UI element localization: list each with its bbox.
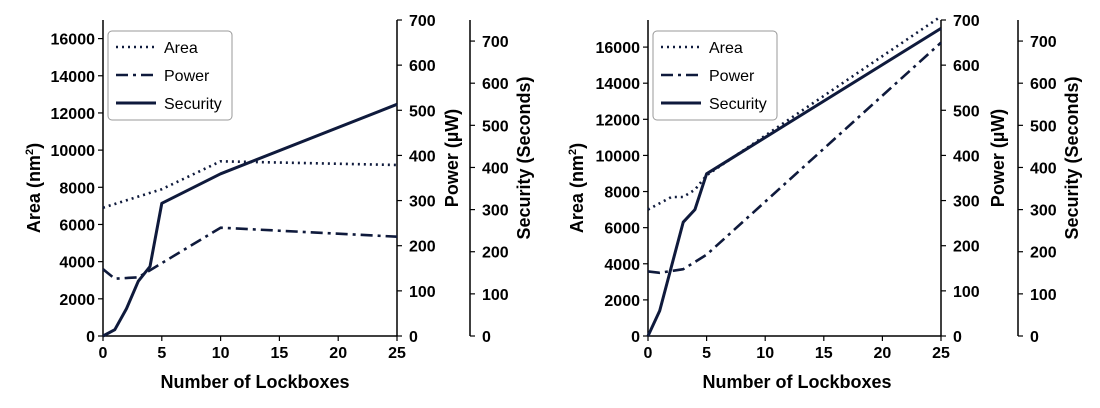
x-tick-label: 10: [756, 345, 774, 362]
y-tick-label-security: 500: [482, 118, 509, 135]
x-axis-label: Number of Lockboxes: [160, 372, 349, 392]
y-axis-label-security: Security (Seconds): [1062, 76, 1082, 239]
y-tick-label-area: 2000: [604, 293, 640, 310]
y-tick-label-area: 6000: [604, 221, 640, 238]
y-tick-label-area: 4000: [604, 257, 640, 274]
area-line: [102, 160, 398, 209]
y-axis-label-power: Power (µW): [988, 109, 1008, 207]
y-tick-label-power: 300: [409, 194, 436, 211]
y-tick-label-power: 400: [409, 148, 436, 165]
y-tick-label-area: 6000: [59, 217, 95, 234]
y-tick-label-security: 100: [1030, 287, 1057, 304]
y-axis-label-tail: ): [567, 143, 587, 149]
x-tick-label: 0: [99, 345, 108, 362]
y-tick-label-power: 400: [953, 148, 980, 165]
y-tick-label-area: 16000: [51, 32, 96, 49]
y-tick-label-area: 10000: [51, 143, 96, 160]
y-tick-label-security: 0: [482, 329, 491, 346]
x-tick-label: 15: [271, 345, 289, 362]
y-tick-label-power: 500: [953, 103, 980, 120]
y-tick-label-area: 12000: [51, 106, 96, 123]
y-tick-label-power: 700: [953, 13, 980, 30]
legend-box: [107, 30, 233, 121]
x-tick-label: 15: [815, 345, 833, 362]
y-tick-label-power: 0: [409, 329, 418, 346]
x-tick-label: 5: [157, 345, 166, 362]
y-tick-label-area: 2000: [59, 292, 95, 309]
y-tick-label-area: 0: [631, 329, 640, 346]
security-line: [646, 27, 942, 337]
x-tick-label: 20: [329, 345, 347, 362]
y-tick-label-security: 500: [1030, 118, 1057, 135]
legend-box: [652, 30, 778, 121]
y-tick-label-security: 700: [1030, 34, 1057, 51]
x-tick-label: 20: [874, 345, 892, 362]
legend-label-security: Security: [709, 96, 767, 113]
legend-label-power: Power: [709, 68, 755, 85]
x-tick-label: 25: [388, 345, 406, 362]
y-tick-label-security: 300: [1030, 203, 1057, 220]
y-axis-label-security: Security (Seconds): [514, 76, 534, 239]
y-tick-label-area: 8000: [604, 185, 640, 202]
y-tick-label-power: 200: [409, 239, 436, 256]
legend-label-area: Area: [709, 40, 743, 57]
y-tick-label-security: 600: [482, 76, 509, 93]
power-line: [102, 226, 398, 281]
y-tick-label-power: 0: [953, 329, 962, 346]
y-axis-label-sup: 2: [567, 149, 579, 155]
y-axis-label-sup: 2: [24, 149, 36, 155]
y-tick-label-security: 300: [482, 203, 509, 220]
y-tick-label-area: 16000: [596, 40, 641, 57]
x-tick-label: 5: [702, 345, 711, 362]
x-tick-label: 25: [932, 345, 950, 362]
x-axis-label: Number of Lockboxes: [702, 372, 891, 392]
y-tick-label-security: 100: [482, 287, 509, 304]
y-tick-label-power: 200: [953, 239, 980, 256]
y-axis-label-area: Area (nm2): [24, 143, 44, 233]
y-tick-label-area: 14000: [51, 69, 96, 86]
security-line: [102, 102, 398, 338]
y-tick-label-power: 100: [409, 284, 436, 301]
legend-label-security: Security: [164, 96, 222, 113]
y-tick-label-power: 300: [953, 194, 980, 211]
y-axis-label-area: Area (nm2): [567, 143, 587, 233]
y-tick-label-power: 600: [953, 58, 980, 75]
y-axis-label-tail: ): [24, 143, 44, 149]
y-tick-label-area: 8000: [59, 180, 95, 197]
legend-label-area: Area: [164, 40, 198, 57]
y-tick-label-power: 500: [409, 103, 436, 120]
y-tick-label-security: 700: [482, 34, 509, 51]
y-tick-label-security: 200: [1030, 245, 1057, 262]
x-tick-label: 10: [212, 345, 230, 362]
y-axis-label-text: Area (nm: [567, 155, 587, 233]
y-tick-label-area: 14000: [596, 76, 641, 93]
y-tick-label-security: 0: [1030, 329, 1039, 346]
y-tick-label-power: 700: [409, 13, 436, 30]
y-tick-label-area: 0: [86, 329, 95, 346]
x-tick-label: 0: [644, 345, 653, 362]
legend-label-power: Power: [164, 68, 210, 85]
y-tick-label-security: 600: [1030, 76, 1057, 93]
y-tick-label-security: 200: [482, 245, 509, 262]
y-axis-label-power: Power (µW): [442, 109, 462, 207]
y-axis-label-text: Area (nm: [24, 155, 44, 233]
y-tick-label-area: 4000: [59, 255, 95, 272]
chart-2: 0200040006000800010000120001400016000Are…: [567, 13, 1082, 392]
y-tick-label-area: 10000: [596, 148, 641, 165]
chart-1: 0200040006000800010000120001400016000Are…: [24, 13, 534, 392]
y-tick-label-power: 100: [953, 284, 980, 301]
legend: Area Power Security: [107, 30, 233, 121]
y-tick-label-security: 400: [1030, 160, 1057, 177]
y-tick-label-area: 12000: [596, 112, 641, 129]
y-tick-label-power: 600: [409, 58, 436, 75]
y-tick-label-security: 400: [482, 160, 509, 177]
legend: Area Power Security: [652, 30, 778, 121]
